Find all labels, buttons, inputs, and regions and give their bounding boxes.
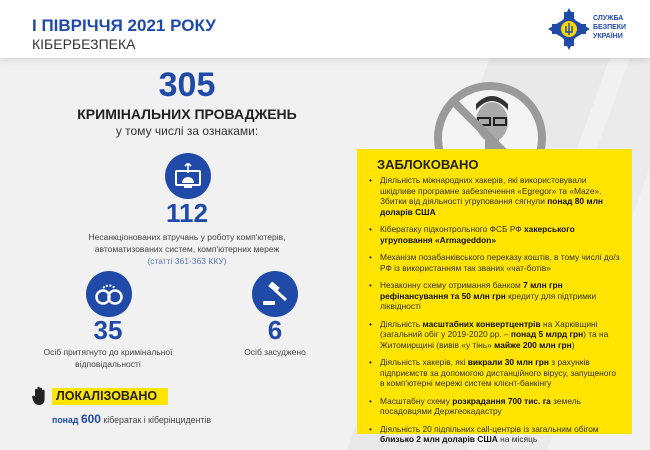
highlight-text: близько 2 млн доларів США xyxy=(380,434,498,444)
page-subtitle: КІБЕРБЕЗПЕКА xyxy=(32,36,136,52)
localized-badge: ЛОКАЛІЗОВАНО xyxy=(52,388,168,405)
blocked-list: Діяльність міжнародних хакерів, які вико… xyxy=(367,175,622,445)
highlight-text: 7 млн грн рефінансування та 50 млн грн xyxy=(380,280,563,301)
blocked-item: Кібератаку підконтрольного ФСБ РФ хакерс… xyxy=(367,224,622,245)
page-title: І ПІВРІЧЧЯ 2021 РОКУ xyxy=(32,16,216,35)
highlight-text: понад 5 млрд грн xyxy=(510,329,584,339)
item-text: Незаконну схему отримання банком xyxy=(380,280,524,290)
convicted-value: 6 xyxy=(267,315,283,345)
intrusions-label: Несанкціонованих втручань у роботу комп'… xyxy=(37,231,337,267)
item-text: на Харківщині (загальний обіг у 2019-202… xyxy=(380,318,598,340)
prosecuted-value: 35 xyxy=(93,315,123,345)
blocked-item: Діяльність міжнародних хакерів, які вико… xyxy=(367,175,622,217)
total-cases-label: КРИМІНАЛЬНИХ ПРОВАДЖЕНЬ xyxy=(77,106,297,122)
highlight-text: понад 80 млн доларів США xyxy=(380,196,603,217)
convicted-label: Осіб засуджено xyxy=(244,347,306,357)
item-text: Кібератаку підконтрольного ФСБ РФ xyxy=(380,224,525,234)
intrusions-value: 112 xyxy=(166,198,208,228)
sbu-logo-text: СЛУЖБА БЕЗПЕКИ УКРАЇНИ xyxy=(593,15,627,40)
computer-network-icon xyxy=(165,153,211,199)
hand-stop-icon xyxy=(32,386,45,405)
blocked-item: Діяльність 20 підпільних call-центрів із… xyxy=(367,424,622,445)
item-text: Масштабну схему xyxy=(380,395,453,406)
highlight-text: хакерського угруповання «Armageddon» xyxy=(380,224,575,245)
blocked-title: ЗАБЛОКОВАНО xyxy=(377,157,479,172)
item-text: Механізм позабанківського переказу кошті… xyxy=(380,252,620,273)
item-text: Діяльність хакерів, які xyxy=(380,357,468,367)
item-text: Діяльність міжнародних хакерів, які вико… xyxy=(380,175,602,206)
item-text: кредиту для підтримки ліквідності xyxy=(380,290,597,312)
highlight-text: розкрадання 700 тис. га xyxy=(452,395,551,406)
header: І ПІВРІЧЧЯ 2021 РОКУ КІБЕРБЕЗПЕКА СЛУЖБА… xyxy=(0,0,650,58)
blocked-item: Механізм позабанківського переказу кошті… xyxy=(367,252,622,273)
highlight-text: майже 200 млн грн xyxy=(494,339,572,350)
highlight-text: масштабних конвертцентрів xyxy=(422,318,541,329)
gavel-icon xyxy=(252,271,298,317)
localized-text: понад 600 кібератак і кіберінцидентів xyxy=(52,412,211,426)
item-text: на місяць xyxy=(497,434,538,444)
blocked-item: Діяльність масштабних конвертцентрів на … xyxy=(367,319,622,351)
item-text: Діяльність 20 підпільних call-центрів із… xyxy=(380,423,599,434)
total-cases-sub: у тому числі за ознаками: xyxy=(115,124,259,138)
articles-note: (статті 361-363 ККУ) xyxy=(147,256,227,266)
handcuffs-icon xyxy=(86,271,132,317)
blocked-item: Незаконну схему отримання банком 7 млн г… xyxy=(367,280,622,312)
item-text: з рахунків підприємств за допомогою дист… xyxy=(380,357,616,388)
item-text: земель посадовцями Держгеокадастру xyxy=(380,395,581,417)
blocked-panel: ЗАБЛОКОВАНО Діяльність міжнародних хакер… xyxy=(357,149,632,444)
highlight-text: викрали 30 млн грн xyxy=(467,357,549,367)
sbu-emblem-icon xyxy=(548,8,590,50)
item-text: ) xyxy=(571,339,575,350)
item-text: Діяльність xyxy=(380,318,423,329)
prosecuted-label: Осіб притягнуто до кримінальної відповід… xyxy=(43,347,173,369)
blocked-item: Масштабну схему розкрадання 700 тис. га … xyxy=(367,396,622,417)
item-text: ) та на Житомирщині (вивів «у тінь» xyxy=(380,329,609,350)
blocked-item: Діяльність хакерів, які викрали 30 млн г… xyxy=(367,357,622,389)
total-cases-value: 305 xyxy=(158,66,216,104)
